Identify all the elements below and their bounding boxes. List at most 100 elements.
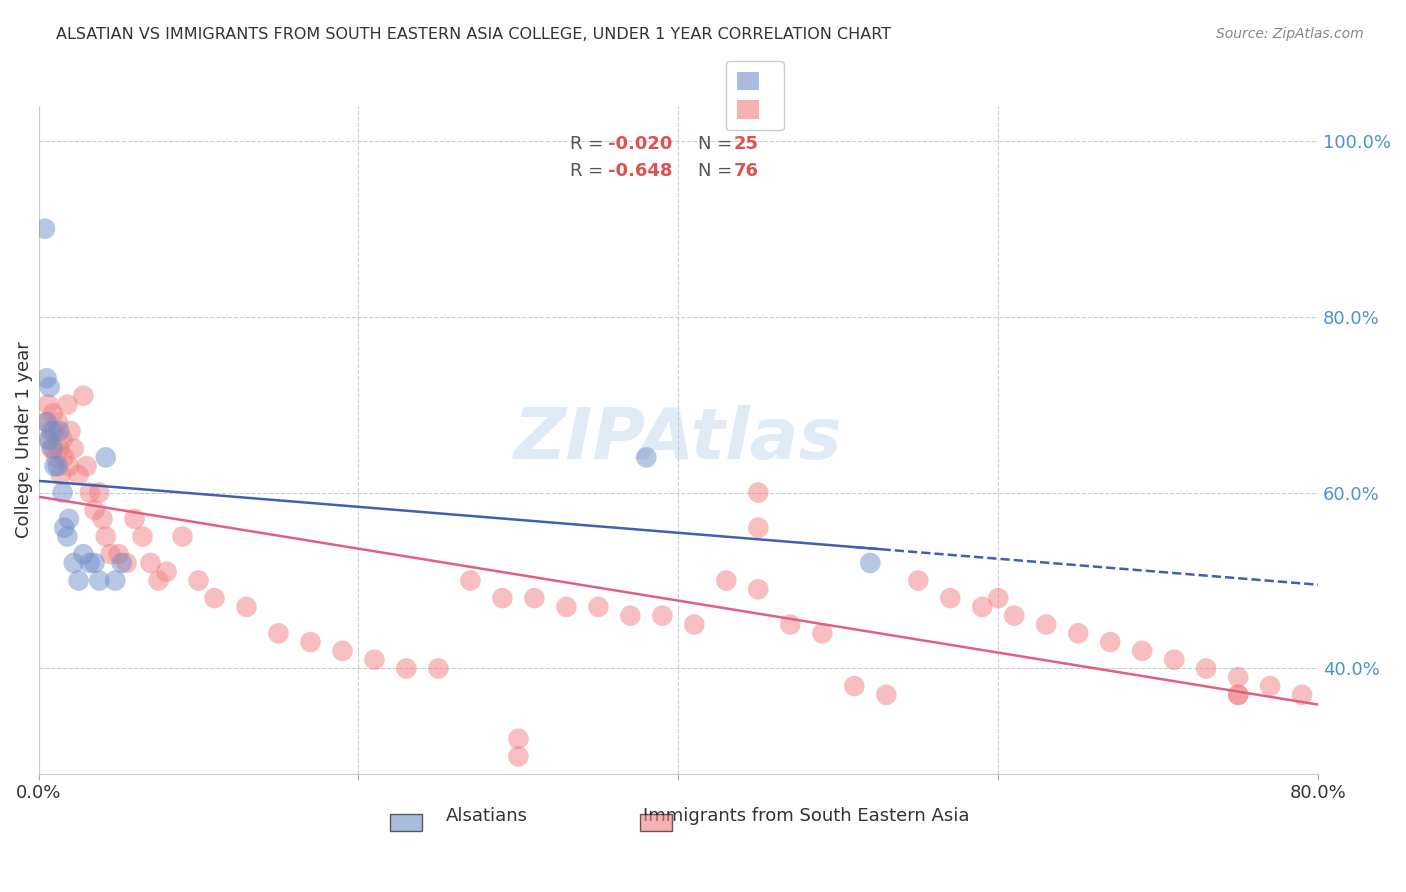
Point — [42, 406, 65, 420]
Point — [523, 591, 546, 606]
Point — [1035, 617, 1057, 632]
Point — [651, 608, 673, 623]
Text: ZIPAtlas: ZIPAtlas — [515, 405, 842, 475]
Point — [76, 459, 98, 474]
Point — [37, 398, 59, 412]
Point — [1067, 626, 1090, 640]
Point — [1227, 688, 1250, 702]
Point — [1227, 688, 1250, 702]
Point — [53, 521, 76, 535]
Point — [155, 565, 177, 579]
Point — [83, 503, 105, 517]
Point — [45, 450, 67, 465]
Point — [139, 556, 162, 570]
Point — [104, 574, 127, 588]
Point — [56, 529, 79, 543]
Point — [67, 467, 90, 482]
Point — [363, 653, 385, 667]
Point — [38, 380, 60, 394]
Point — [131, 529, 153, 543]
Point — [148, 574, 170, 588]
Point — [1291, 688, 1313, 702]
Point — [91, 512, 114, 526]
Point — [187, 574, 209, 588]
Point — [1163, 653, 1185, 667]
Point — [508, 731, 530, 746]
Point — [51, 485, 73, 500]
Point — [72, 547, 94, 561]
Point — [62, 556, 84, 570]
Point — [460, 574, 482, 588]
Point — [779, 617, 801, 632]
Point — [124, 512, 146, 526]
Point — [100, 547, 122, 561]
Point — [875, 688, 897, 702]
Text: -0.020: -0.020 — [607, 135, 672, 153]
Point — [235, 599, 257, 614]
Point — [58, 459, 80, 474]
Point — [111, 556, 134, 570]
Point — [62, 442, 84, 456]
Point — [35, 415, 58, 429]
Point — [35, 415, 58, 429]
Point — [79, 556, 101, 570]
Point — [683, 617, 706, 632]
Point — [939, 591, 962, 606]
Point — [859, 556, 882, 570]
Point — [89, 485, 111, 500]
Point — [94, 450, 117, 465]
Point — [204, 591, 226, 606]
Point — [267, 626, 290, 640]
Point — [1130, 644, 1153, 658]
Point — [83, 556, 105, 570]
Text: Source: ZipAtlas.com: Source: ZipAtlas.com — [1216, 27, 1364, 41]
Point — [491, 591, 513, 606]
Point — [48, 442, 70, 456]
Point — [49, 467, 72, 482]
Point — [172, 529, 194, 543]
Text: -0.648: -0.648 — [607, 161, 672, 179]
Point — [67, 574, 90, 588]
Point — [747, 582, 769, 597]
Point — [72, 389, 94, 403]
Text: 25: 25 — [734, 135, 758, 153]
Point — [51, 433, 73, 447]
Point — [79, 485, 101, 500]
Point — [53, 450, 76, 465]
Y-axis label: College, Under 1 year: College, Under 1 year — [15, 342, 32, 538]
Point — [299, 635, 322, 649]
Point — [555, 599, 578, 614]
Text: 76: 76 — [734, 161, 758, 179]
Point — [1195, 661, 1218, 675]
Point — [37, 433, 59, 447]
Point — [41, 442, 63, 456]
Point — [34, 221, 56, 235]
Point — [1227, 670, 1250, 684]
Text: N =: N = — [697, 135, 738, 153]
Text: R =: R = — [569, 161, 609, 179]
Point — [44, 424, 66, 438]
Point — [59, 424, 82, 438]
Point — [41, 424, 63, 438]
Text: Alsatians: Alsatians — [446, 806, 527, 825]
Point — [48, 424, 70, 438]
Point — [44, 459, 66, 474]
Point — [332, 644, 354, 658]
Point — [46, 415, 69, 429]
Text: N =: N = — [697, 161, 738, 179]
Point — [395, 661, 418, 675]
Point — [38, 433, 60, 447]
Point — [636, 450, 658, 465]
Point — [35, 371, 58, 385]
Point — [107, 547, 129, 561]
Point — [844, 679, 866, 693]
Point — [58, 512, 80, 526]
Point — [811, 626, 834, 640]
Point — [115, 556, 138, 570]
Point — [1099, 635, 1122, 649]
Point — [747, 485, 769, 500]
Point — [89, 574, 111, 588]
Point — [427, 661, 450, 675]
Point — [42, 442, 65, 456]
FancyBboxPatch shape — [640, 814, 672, 830]
